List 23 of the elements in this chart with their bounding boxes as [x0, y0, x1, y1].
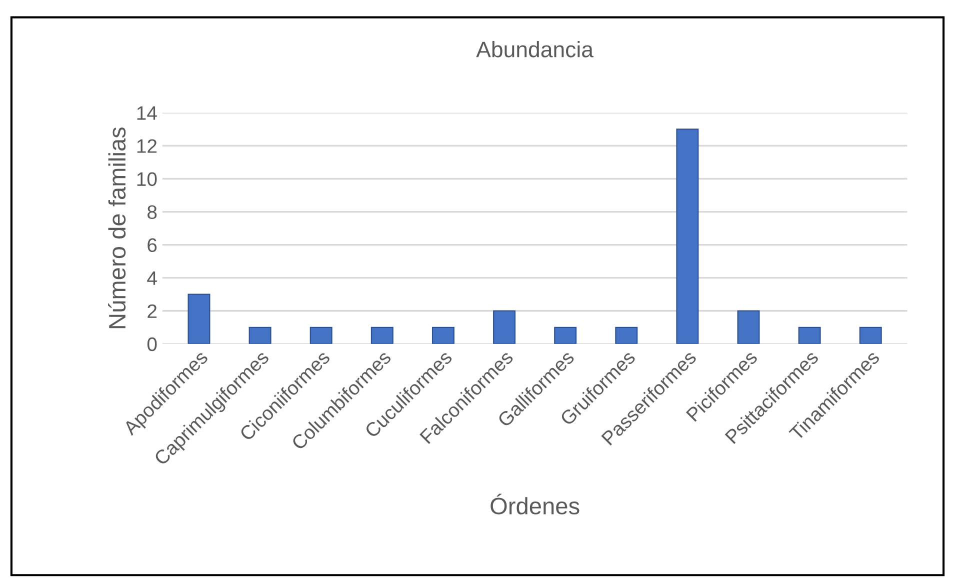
bar: [188, 294, 210, 344]
bar: [615, 326, 638, 344]
bar: [370, 326, 394, 344]
y-axis-title: Número de familias: [108, 127, 126, 328]
bar: [798, 326, 821, 344]
bar: [432, 326, 454, 344]
bar: [248, 326, 272, 344]
y-tick-label: 8: [148, 205, 157, 220]
y-tick-label: 2: [148, 304, 157, 318]
bar: [859, 326, 882, 344]
bar: [554, 326, 577, 344]
y-tick-label: 14: [137, 106, 157, 120]
y-tick-label: 0: [147, 337, 157, 352]
y-tick-label: 12: [137, 139, 157, 153]
bar: [493, 310, 516, 344]
y-tick-label: 6: [148, 238, 157, 252]
chart-title: Abundancia: [476, 41, 594, 58]
bar: [737, 310, 760, 344]
x-axis-title: Órdenes: [490, 494, 580, 514]
y-tick-label: 10: [137, 172, 157, 186]
y-tick-label: 4: [147, 272, 157, 285]
bar: [676, 128, 699, 344]
bar: [310, 326, 332, 344]
